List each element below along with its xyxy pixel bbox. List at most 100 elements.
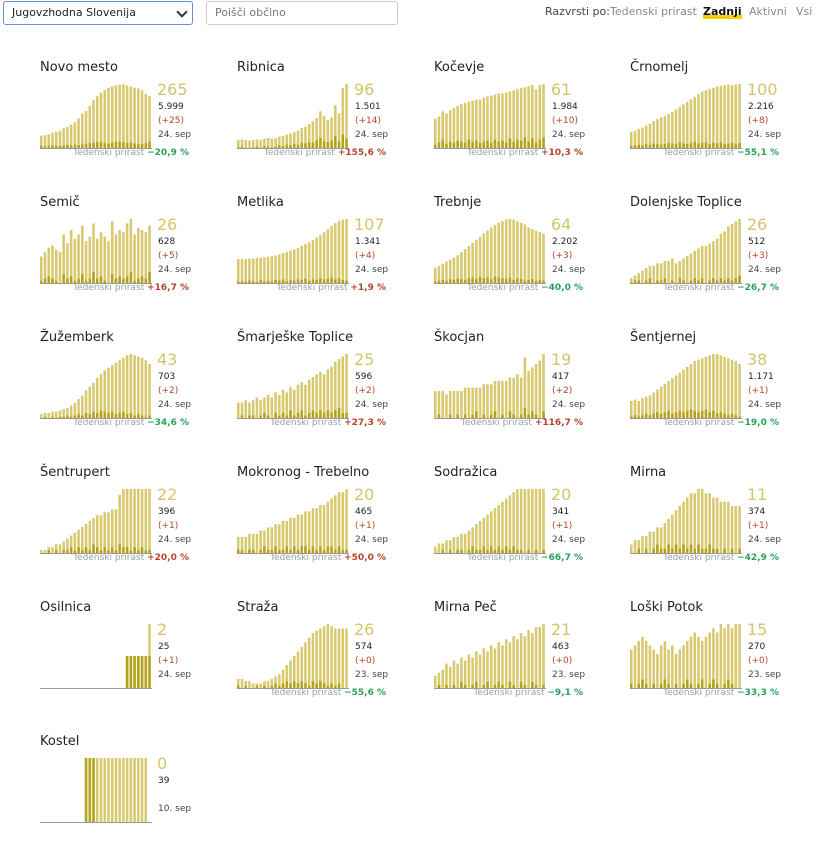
total-cases-value: 574 bbox=[355, 642, 373, 652]
municipality-name: Mirna Peč bbox=[434, 600, 497, 615]
new-cases-bar bbox=[92, 544, 95, 553]
municipality-card-crnomelj[interactable]: Črnomelj 100 2.216 (+8) 24. sep Tedenski prir… bbox=[630, 60, 790, 180]
municipality-card-smarjeske-toplice[interactable]: Šmarješke Toplice 25 596 (+2) 24. sep Tedensk… bbox=[237, 330, 397, 450]
new-cases-bar bbox=[237, 549, 240, 553]
new-cases-bar bbox=[315, 549, 318, 553]
municipality-card-straza[interactable]: Straža 26 574 (+0) 23. sep Tedenski prirast −… bbox=[237, 600, 397, 720]
weekly-growth-value: −40,0 % bbox=[541, 283, 583, 293]
municipality-card-novo-mesto[interactable]: Novo mesto 265 5.999 (+25) 24. sep Tedenski p… bbox=[40, 60, 200, 180]
new-cases-bar bbox=[523, 137, 527, 148]
new-cases-bar bbox=[478, 276, 482, 283]
total-cases-value: 374 bbox=[748, 507, 766, 517]
municipality-card-sentjernej[interactable]: Šentjernej 38 1.171 (+1) 24. sep Tedenski pri… bbox=[630, 330, 790, 450]
active-cases-bar bbox=[663, 523, 667, 553]
active-cases-bar bbox=[652, 265, 655, 283]
municipality-card-loski-potok[interactable]: Loški Potok 15 270 (+0) 23. sep Tedenski prir… bbox=[630, 600, 790, 720]
active-cases-bar bbox=[652, 649, 655, 688]
active-cases-bar bbox=[712, 241, 715, 283]
municipality-card-semic[interactable]: Semič 26 628 (+5) 24. sep Tedenski prirast +1… bbox=[40, 195, 200, 315]
sort-label: Razvrsti po: bbox=[545, 5, 610, 18]
new-cases-bar bbox=[682, 143, 685, 148]
active-cases-bar bbox=[456, 106, 459, 148]
new-cases-bar bbox=[715, 413, 719, 418]
municipality-card-osilnica[interactable]: Osilnica 2 25 (+1) 24. sep bbox=[40, 600, 200, 720]
active-cases-bar bbox=[490, 95, 493, 148]
sort-option-all[interactable]: Vsi bbox=[796, 5, 813, 18]
active-cases-bar bbox=[296, 514, 300, 553]
municipality-card-ribnica[interactable]: Ribnica 96 1.501 (+14) 24. sep Tedenski prira… bbox=[237, 60, 397, 180]
new-cases-bar bbox=[51, 416, 54, 418]
active-cases-bar bbox=[727, 358, 730, 418]
municipality-card-sentrupert[interactable]: Šentrupert 22 396 (+1) 24. sep Tedenski prira… bbox=[40, 465, 200, 585]
municipality-card-zuzemberk[interactable]: Žužemberk 43 703 (+2) 24. sep Tedenski priras… bbox=[40, 330, 200, 450]
new-cases-bar bbox=[92, 142, 95, 148]
active-cases-bar bbox=[334, 223, 337, 283]
active-cases-bar bbox=[478, 654, 482, 688]
municipality-card-metlika[interactable]: Metlika 107 1.341 (+4) 24. sep Tedenski prira… bbox=[237, 195, 397, 315]
new-cases-bar bbox=[110, 274, 114, 283]
active-cases-bar bbox=[118, 84, 121, 148]
active-cases-bar bbox=[437, 672, 441, 688]
new-cases-bar bbox=[482, 684, 486, 688]
active-cases-bar bbox=[144, 93, 148, 148]
municipality-card-kostel[interactable]: Kostel 0 39 10. sep bbox=[40, 734, 200, 854]
municipality-name: Dolenjske Toplice bbox=[630, 195, 742, 210]
active-cases-bar bbox=[51, 547, 54, 553]
municipality-card-mokronog-trebelno[interactable]: Mokronog - Trebelno 20 465 (+1) 24. sep Teden… bbox=[237, 465, 397, 585]
new-cases-bar bbox=[140, 276, 144, 283]
new-cases-bar bbox=[700, 679, 704, 688]
active-cases-bar bbox=[300, 245, 303, 283]
new-cases-bar bbox=[471, 684, 474, 688]
active-cases-bar bbox=[73, 402, 77, 418]
weekly-growth-label: Tedenski prirast bbox=[467, 553, 542, 563]
new-cases-bar bbox=[51, 145, 54, 148]
active-cases-bar bbox=[77, 529, 80, 553]
active-cases-bar bbox=[73, 122, 77, 148]
new-cases-bar bbox=[448, 279, 452, 283]
active-cases-bar bbox=[512, 90, 515, 148]
active-cases-bar bbox=[62, 234, 65, 283]
new-cases-bar bbox=[315, 683, 318, 688]
new-cases-bar bbox=[334, 279, 337, 283]
new-cases-bar bbox=[486, 277, 489, 283]
sort-option-weekly-growth[interactable]: Tedenski prirast bbox=[610, 5, 697, 18]
municipality-card-kocevje[interactable]: Kočevje 61 1.984 (+10) 24. sep Tedenski prira… bbox=[434, 60, 594, 180]
active-cases-bar bbox=[471, 100, 474, 148]
sort-option-active[interactable]: Aktivni bbox=[749, 5, 787, 18]
new-cases-bar bbox=[523, 407, 527, 418]
municipality-card-dolenjske-toplice[interactable]: Dolenjske Toplice 26 512 (+3) 24. sep Tedensk… bbox=[630, 195, 790, 315]
new-cases-bar bbox=[73, 415, 77, 418]
region-select[interactable]: Jugovzhodna Slovenija bbox=[3, 1, 193, 25]
active-cases-bar bbox=[700, 489, 704, 553]
new-cases-bar bbox=[137, 656, 140, 688]
municipality-card-trebnje[interactable]: Trebnje 64 2.202 (+3) 24. sep Tedenski priras… bbox=[434, 195, 594, 315]
new-cases-bar bbox=[630, 683, 633, 688]
weekly-growth: Tedenski prirast +16,7 % bbox=[73, 283, 189, 293]
active-cases-bar bbox=[125, 223, 129, 283]
new-cases-bar bbox=[248, 415, 251, 418]
municipality-search-input[interactable]: Poišči občino bbox=[206, 1, 398, 25]
active-cases-bar bbox=[96, 96, 99, 148]
municipality-card-sodrazica[interactable]: Sodražica 20 341 (+1) 24. sep Tedenski priras… bbox=[434, 465, 594, 585]
active-cases-bar bbox=[674, 109, 678, 148]
new-cases-bar bbox=[66, 278, 69, 283]
municipality-name: Metlika bbox=[237, 195, 284, 210]
active-cases-bar bbox=[682, 258, 685, 283]
new-cases-bar bbox=[125, 656, 129, 688]
active-cases-bar bbox=[452, 537, 456, 553]
weekly-growth-label: Tedenski prirast bbox=[73, 553, 148, 563]
active-cases-bar bbox=[319, 628, 322, 688]
sort-option-latest[interactable]: Zadnji bbox=[703, 5, 742, 19]
municipality-card-mirna-pec[interactable]: Mirna Peč 21 463 (+0) 23. sep Tedenski priras… bbox=[434, 600, 594, 720]
active-cases-bar bbox=[538, 360, 542, 418]
active-cases-bar bbox=[686, 497, 689, 553]
new-cases-bar bbox=[490, 279, 493, 283]
municipality-card-mirna[interactable]: Mirna 11 374 (+1) 24. sep Tedenski prirast −4… bbox=[630, 465, 790, 585]
new-cases-bar bbox=[542, 411, 545, 418]
active-cases-bar bbox=[69, 230, 73, 283]
municipality-card-skocjan[interactable]: Škocjan 19 417 (+2) 24. sep Tedenski prirast … bbox=[434, 330, 594, 450]
new-cases-bar bbox=[118, 544, 121, 553]
active-cases-bar bbox=[519, 222, 523, 283]
active-cases-bar bbox=[667, 114, 670, 148]
active-cases-bar bbox=[508, 91, 512, 148]
